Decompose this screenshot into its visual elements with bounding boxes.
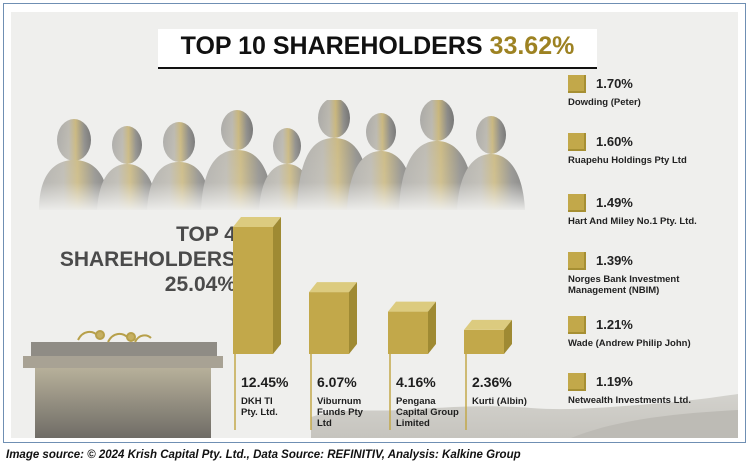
bar-category-label: DKH TI — [241, 396, 273, 407]
bar-value-label: 4.16% — [396, 374, 436, 390]
bar-category-label: Viburnum — [317, 396, 362, 407]
legend-name: Norges Bank Investment Management (NBIM) — [568, 274, 679, 296]
bar-label-3: 4.16% Pengana Capital Group Limited — [396, 374, 459, 429]
bar-category-label: Ltd — [317, 418, 332, 429]
background-hills — [311, 394, 738, 438]
legend-value: 1.60% — [596, 134, 633, 149]
legend-name-line: Wade (Andrew Philip John) — [568, 338, 691, 349]
legend-name: Netwealth Investments Ltd. — [568, 395, 691, 406]
top4-line2: SHAREHOLDERS — [59, 248, 236, 271]
bar-1 — [233, 217, 281, 354]
legend-value: 1.49% — [596, 195, 633, 210]
legend-name-line: Netwealth Investments Ltd. — [568, 395, 691, 406]
legend-name: Ruapehu Holdings Pty Ltd — [568, 155, 687, 166]
bar-label-1: 12.45% DKH TI Pty. Ltd. — [241, 374, 288, 418]
bar-category-label: Pengana — [396, 396, 436, 407]
pedestal-illustration — [23, 330, 223, 438]
legend-swatch — [568, 75, 586, 93]
legend-value: 1.70% — [596, 76, 633, 91]
legend-name-line: Hart And Miley No.1 Pty. Ltd. — [568, 216, 697, 227]
bar-4 — [464, 319, 512, 354]
bar-category-label: Pty. Ltd. — [241, 407, 278, 418]
bar-label-2: 6.07% Viburnum Funds Pty Ltd — [317, 374, 363, 429]
bar-label-4: 2.36% Kurti (Albin) — [472, 374, 527, 407]
bar-chart — [233, 217, 512, 430]
bar-category-label: Limited — [396, 418, 430, 429]
infographic-frame: TOP 10 SHAREHOLDERS 33.62% TOP 4 SHAREHO… — [3, 3, 746, 443]
legend-value: 1.21% — [596, 317, 633, 332]
title-text: TOP 10 SHAREHOLDERS — [180, 32, 483, 60]
bar-category-label: Funds Pty — [317, 407, 363, 418]
infographic-panel: TOP 10 SHAREHOLDERS 33.62% TOP 4 SHAREHO… — [11, 12, 738, 438]
top4-percent: 25.04% — [164, 273, 236, 296]
chart-title: TOP 10 SHAREHOLDERS 33.62% — [158, 32, 597, 61]
legend-name: Dowding (Peter) — [568, 97, 641, 108]
legend-name: Hart And Miley No.1 Pty. Ltd. — [568, 216, 697, 227]
legend-name: Wade (Andrew Philip John) — [568, 338, 691, 349]
legend-name-line: Management (NBIM) — [568, 285, 660, 296]
title-underline — [158, 67, 597, 69]
title-box — [158, 29, 597, 67]
top4-line1: TOP 4 — [176, 223, 236, 246]
bar-value-label: 12.45% — [241, 374, 289, 390]
legend-swatch — [568, 252, 586, 270]
bar-value-label: 6.07% — [317, 374, 357, 390]
legend-swatch — [568, 133, 586, 151]
legend-value: 1.19% — [596, 374, 633, 389]
legend-name-line: Dowding (Peter) — [568, 97, 641, 108]
legend-swatch — [568, 194, 586, 212]
legend-swatch — [568, 316, 586, 334]
image-source-caption: Image source: © 2024 Krish Capital Pty. … — [6, 449, 521, 461]
legend-value: 1.39% — [596, 253, 633, 268]
crowd-silhouette-illustration — [29, 100, 549, 210]
legend-swatch — [568, 373, 586, 391]
bar-category-label: Capital Group — [396, 407, 459, 418]
bar-3 — [388, 301, 436, 354]
bar-value-label: 2.36% — [472, 374, 512, 390]
top4-heading: TOP 4 SHAREHOLDERS 25.04% — [41, 222, 236, 297]
title-percent: 33.62% — [489, 32, 575, 60]
bar-category-label: Kurti (Albin) — [472, 396, 527, 407]
legend-name-line: Ruapehu Holdings Pty Ltd — [568, 155, 687, 166]
legend-name-line: Norges Bank Investment — [568, 274, 680, 285]
bar-2 — [309, 282, 357, 354]
